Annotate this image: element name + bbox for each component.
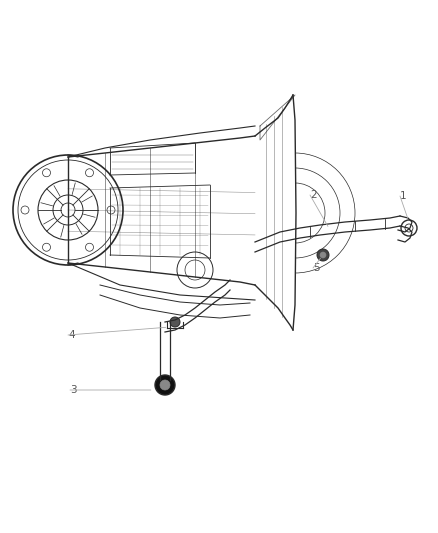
- Circle shape: [170, 317, 180, 327]
- Circle shape: [160, 380, 170, 390]
- Text: 3: 3: [70, 385, 77, 395]
- Text: 4: 4: [68, 330, 74, 340]
- Circle shape: [317, 249, 329, 261]
- Text: 1: 1: [400, 191, 406, 201]
- Text: 5: 5: [313, 263, 320, 273]
- Text: 2: 2: [310, 190, 317, 200]
- Circle shape: [155, 375, 175, 395]
- Circle shape: [320, 252, 326, 258]
